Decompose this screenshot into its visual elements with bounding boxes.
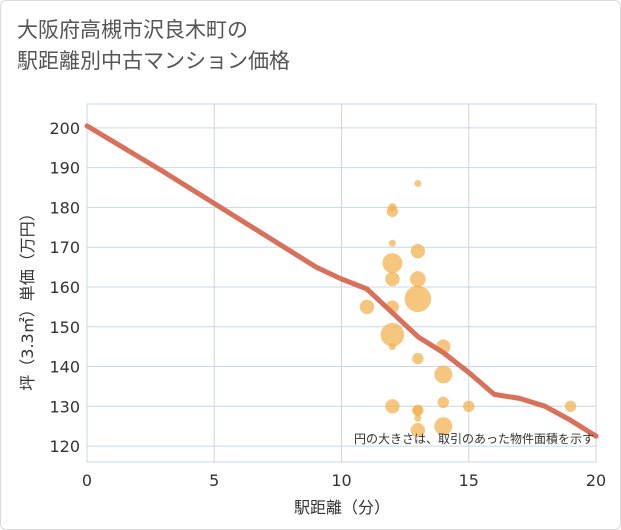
data-bubble xyxy=(385,399,400,414)
data-bubble xyxy=(388,239,396,247)
data-bubble xyxy=(385,271,400,287)
data-bubble xyxy=(380,322,405,347)
data-bubble xyxy=(414,180,422,188)
chart-title: 大阪府高槻市沢良木町の 駅距離別中古マンション価格 xyxy=(17,15,290,77)
y-tick-label: 180 xyxy=(49,198,80,217)
trend-line xyxy=(84,123,599,439)
bubble-size-note: 円の大きさは、取引のあった物件面積を示す xyxy=(354,431,594,446)
data-bubble xyxy=(564,400,577,413)
y-tick-label: 120 xyxy=(49,437,80,456)
chart-title-line-2: 駅距離別中古マンション価格 xyxy=(17,49,290,73)
data-bubble xyxy=(410,271,426,287)
x-tick-label: 20 xyxy=(586,471,606,490)
y-tick-label: 160 xyxy=(49,278,80,297)
y-tick-label: 200 xyxy=(49,119,80,138)
data-bubble xyxy=(359,299,375,315)
data-bubble xyxy=(413,405,423,416)
data-bubble xyxy=(388,343,396,351)
data-bubble xyxy=(410,422,426,438)
x-tick-label: 15 xyxy=(459,471,479,490)
bubble-series xyxy=(359,180,577,438)
data-bubble xyxy=(437,396,449,409)
y-axis-label: 坪（3.3㎡）単価（万円） xyxy=(18,205,37,390)
x-tick-label: 5 xyxy=(209,471,219,490)
chart-title-line-1: 大阪府高槻市沢良木町の xyxy=(17,18,248,42)
data-bubble xyxy=(412,352,424,365)
data-bubble xyxy=(410,243,426,259)
y-axis-ticks: 120 130 140 150 160 170 180 190 200 xyxy=(49,119,80,456)
data-bubble xyxy=(434,365,453,384)
data-bubble xyxy=(386,205,399,218)
x-tick-label: 0 xyxy=(82,471,92,490)
y-tick-label: 150 xyxy=(49,318,80,337)
data-bubble xyxy=(382,253,403,274)
x-axis-ticks: 0 5 10 15 20 xyxy=(82,471,606,490)
grid-lines xyxy=(86,103,597,463)
x-axis-label: 駅距離（分） xyxy=(294,498,390,517)
data-bubble xyxy=(414,414,422,422)
data-bubble xyxy=(404,285,432,313)
data-bubble xyxy=(463,400,475,413)
x-tick-label: 10 xyxy=(331,471,351,490)
y-tick-label: 130 xyxy=(49,397,80,416)
data-bubble xyxy=(434,417,453,436)
y-tick-label: 140 xyxy=(49,358,80,377)
trend-series xyxy=(84,123,599,439)
y-tick-label: 190 xyxy=(49,159,80,178)
y-tick-label: 170 xyxy=(49,238,80,257)
